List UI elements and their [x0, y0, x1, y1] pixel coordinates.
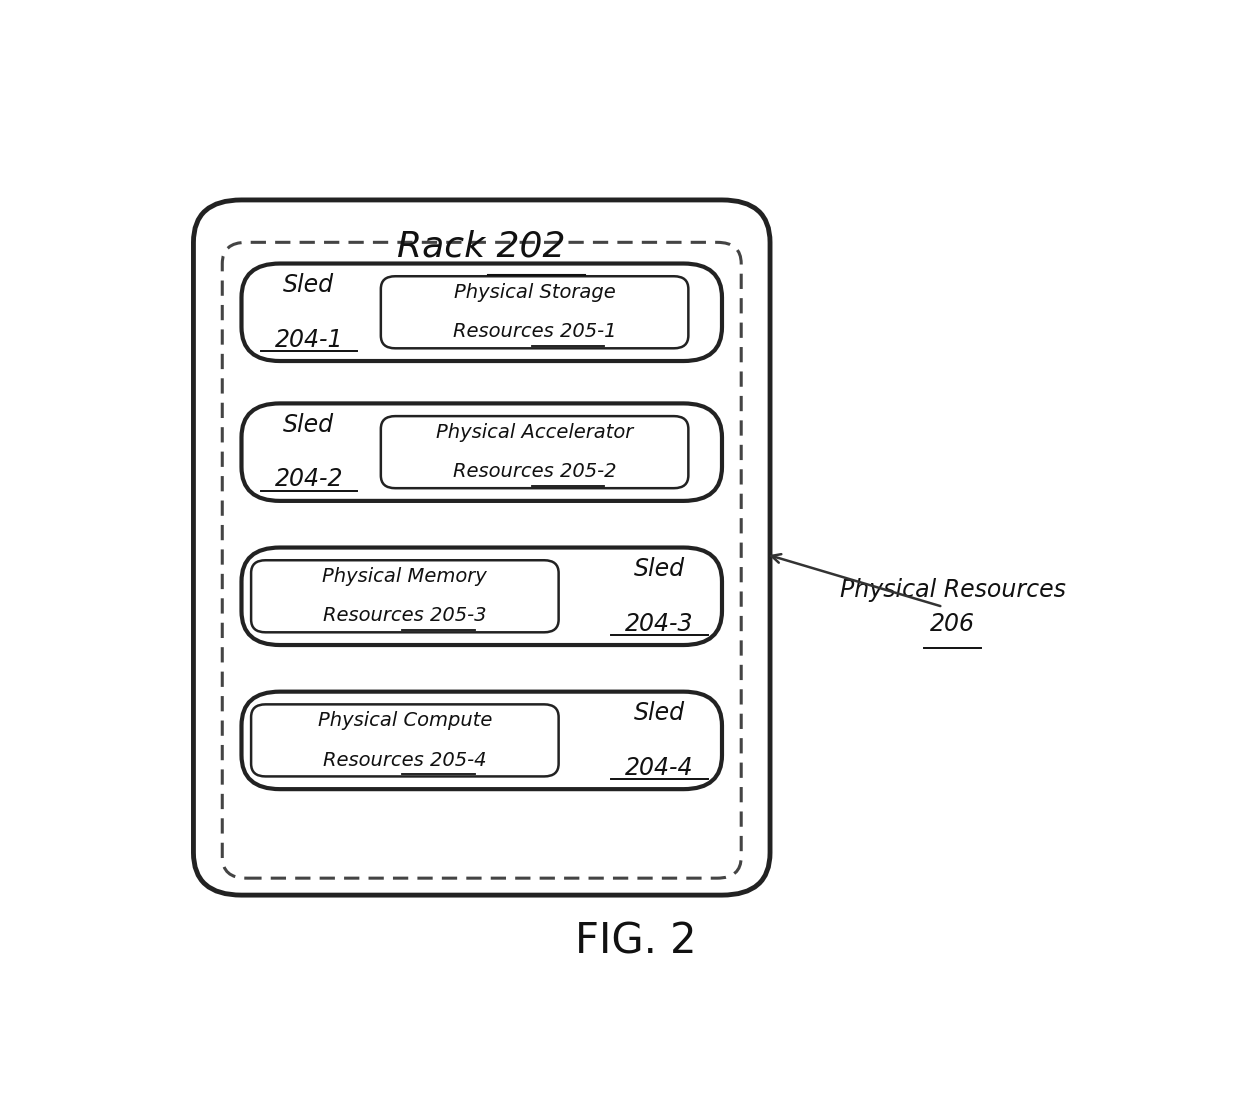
FancyBboxPatch shape: [242, 403, 722, 501]
Text: Physical Resources: Physical Resources: [839, 578, 1065, 602]
Text: Physical Compute: Physical Compute: [317, 711, 492, 730]
FancyBboxPatch shape: [242, 691, 722, 789]
Text: 206: 206: [930, 612, 975, 635]
Text: Sled: Sled: [283, 413, 335, 437]
Text: Physical Storage: Physical Storage: [454, 283, 615, 302]
Text: Sled: Sled: [634, 701, 684, 726]
Text: Resources 205-4: Resources 205-4: [324, 751, 486, 770]
Text: Rack 202: Rack 202: [398, 230, 565, 263]
FancyBboxPatch shape: [193, 200, 770, 895]
Text: FIG. 2: FIG. 2: [575, 920, 696, 962]
Text: 204-1: 204-1: [274, 327, 343, 351]
Text: Physical Memory: Physical Memory: [322, 567, 487, 586]
Text: Sled: Sled: [283, 273, 335, 297]
Text: Resources 205-2: Resources 205-2: [453, 462, 616, 481]
FancyBboxPatch shape: [242, 547, 722, 645]
FancyBboxPatch shape: [242, 263, 722, 361]
FancyBboxPatch shape: [381, 416, 688, 488]
Text: 204-3: 204-3: [625, 611, 693, 635]
FancyBboxPatch shape: [250, 560, 559, 632]
FancyBboxPatch shape: [381, 276, 688, 348]
FancyBboxPatch shape: [250, 705, 559, 776]
Text: Physical Accelerator: Physical Accelerator: [436, 423, 634, 442]
Text: 204-2: 204-2: [274, 468, 343, 491]
Text: Resources 205-1: Resources 205-1: [453, 323, 616, 341]
Text: 204-4: 204-4: [625, 755, 693, 780]
Text: Resources 205-3: Resources 205-3: [324, 607, 486, 625]
Text: Sled: Sled: [634, 557, 684, 581]
